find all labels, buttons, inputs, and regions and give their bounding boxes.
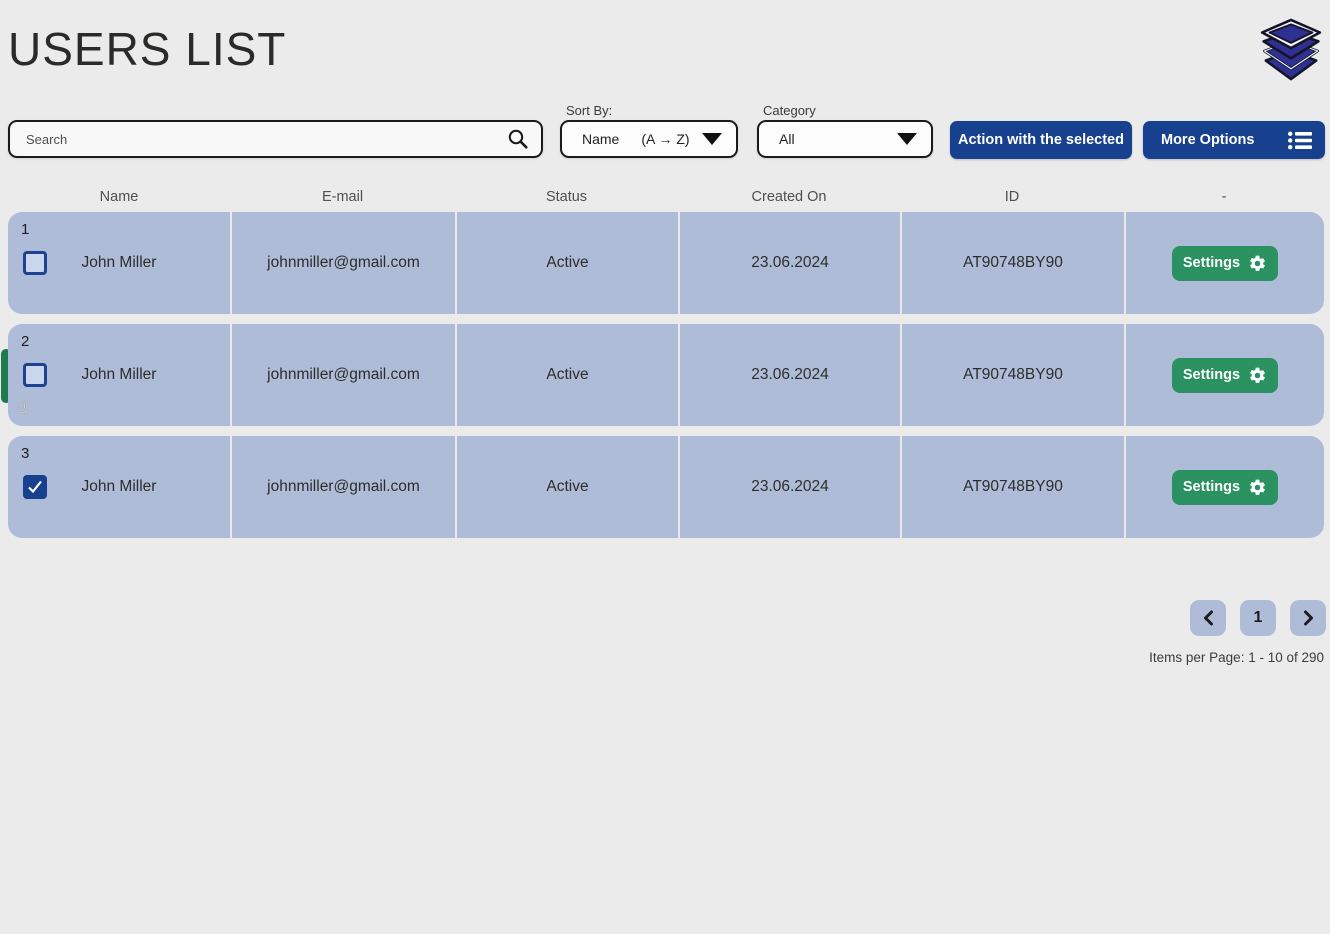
table-row[interactable]: 3 John Miller johnmiller@gmail.com Activ… — [8, 436, 1324, 538]
search-icon[interactable] — [507, 128, 529, 150]
column-header-email: E-mail — [321, 189, 364, 205]
column-header-name: Name — [99, 189, 139, 205]
settings-button[interactable]: Settings — [1172, 357, 1278, 393]
row-checkbox[interactable] — [23, 251, 47, 275]
email-cell: johnmiller@gmail.com — [230, 324, 455, 426]
id-cell: AT90748BY90 — [900, 324, 1124, 426]
actions-cell: Settings — [1124, 212, 1324, 314]
gear-icon — [1248, 366, 1267, 385]
id-cell: AT90748BY90 — [900, 212, 1124, 314]
hand-cursor-icon: ☝ — [18, 398, 29, 418]
gear-icon — [1248, 254, 1267, 273]
created-on-cell: 23.06.2024 — [678, 436, 900, 538]
gear-icon — [1248, 478, 1267, 497]
table-row[interactable]: 2 John Miller ☝ johnmiller@gmail.com Act… — [8, 324, 1324, 426]
settings-label: Settings — [1182, 367, 1241, 383]
user-name: John Miller — [81, 366, 157, 383]
status-cell: Active — [455, 212, 678, 314]
chevron-down-icon — [702, 133, 722, 145]
sort-by-label: Sort By: — [566, 103, 613, 118]
table-row[interactable]: 1 John Miller johnmiller@gmail.com Activ… — [8, 212, 1324, 314]
column-header-status: Status — [545, 189, 588, 205]
name-cell: 1 John Miller — [8, 212, 230, 314]
sort-by-dropdown[interactable]: Name (A → Z) — [560, 120, 738, 158]
column-header-actions: - — [1221, 189, 1227, 205]
row-hover-indicator — [1, 349, 11, 403]
action-button-label: Action with the selected — [958, 132, 1124, 148]
name-cell: 2 John Miller ☝ — [8, 324, 230, 426]
actions-cell: Settings — [1124, 436, 1324, 538]
status-cell: Active — [455, 324, 678, 426]
page-number-button[interactable]: 1 — [1240, 600, 1276, 636]
sort-value-order: (A → Z) — [641, 131, 690, 147]
user-name: John Miller — [81, 254, 157, 271]
row-index: 2 — [21, 333, 30, 350]
id-cell: AT90748BY90 — [900, 436, 1124, 538]
bullet-list-icon — [1288, 131, 1312, 150]
name-cell: 3 John Miller — [8, 436, 230, 538]
email-cell: johnmiller@gmail.com — [230, 436, 455, 538]
search-input[interactable] — [10, 131, 507, 147]
settings-button[interactable]: Settings — [1172, 245, 1278, 281]
more-options-label: More Options — [1161, 132, 1255, 148]
page-title: USERS LIST — [8, 23, 287, 75]
user-name: John Miller — [81, 478, 157, 495]
chevron-left-icon — [1203, 610, 1214, 626]
row-checkbox-checked[interactable] — [23, 475, 47, 499]
row-index: 3 — [21, 445, 30, 462]
more-options-button[interactable]: More Options — [1143, 121, 1325, 159]
next-page-button[interactable] — [1290, 600, 1326, 636]
chevron-right-icon — [1303, 610, 1314, 626]
settings-label: Settings — [1182, 255, 1241, 271]
column-header-id: ID — [1004, 189, 1020, 205]
email-cell: johnmiller@gmail.com — [230, 212, 455, 314]
stacked-layers-logo — [1254, 16, 1328, 86]
chevron-down-icon — [897, 133, 917, 145]
created-on-cell: 23.06.2024 — [678, 324, 900, 426]
category-label: Category — [763, 103, 816, 118]
category-dropdown[interactable]: All — [757, 120, 933, 158]
settings-label: Settings — [1182, 479, 1241, 495]
category-value: All — [779, 131, 795, 147]
actions-cell: Settings — [1124, 324, 1324, 426]
row-index: 1 — [21, 221, 30, 238]
row-checkbox[interactable] — [23, 363, 47, 387]
action-with-selected-button[interactable]: Action with the selected — [950, 121, 1132, 159]
items-per-page-label: Items per Page: 1 - 10 of 290 — [1149, 650, 1324, 665]
search-box[interactable] — [8, 120, 543, 158]
created-on-cell: 23.06.2024 — [678, 212, 900, 314]
sort-value-field: Name — [582, 131, 620, 147]
column-header-created-on: Created On — [751, 189, 827, 205]
status-cell: Active — [455, 436, 678, 538]
table-header-row: Name E-mail Status Created On ID - — [8, 189, 1324, 205]
previous-page-button[interactable] — [1190, 600, 1226, 636]
settings-button[interactable]: Settings — [1172, 469, 1278, 505]
